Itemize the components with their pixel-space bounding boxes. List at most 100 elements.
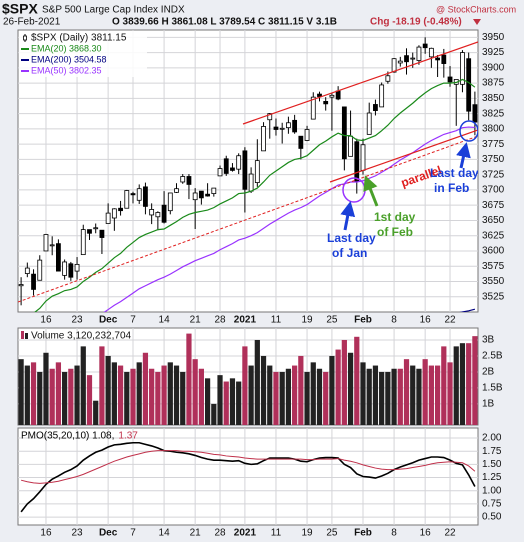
price-marks bbox=[18, 37, 478, 312]
date: 26-Feb-2021 bbox=[3, 17, 61, 28]
volume-bar bbox=[229, 378, 236, 425]
annotation: of Jan bbox=[332, 246, 367, 260]
volume-bar bbox=[472, 336, 478, 425]
volume-bar bbox=[466, 343, 472, 425]
candle-body bbox=[422, 43, 428, 49]
candle-body bbox=[155, 212, 161, 218]
volume-bar bbox=[416, 368, 422, 425]
volume-bar bbox=[323, 371, 329, 425]
volume-bar bbox=[453, 346, 459, 425]
candle-body bbox=[379, 84, 385, 108]
annotation: 1st day bbox=[374, 210, 416, 224]
volume-bar bbox=[124, 371, 130, 425]
volume-bar bbox=[86, 375, 93, 425]
volume-bar bbox=[304, 371, 310, 425]
x-tick-label: 16 bbox=[420, 315, 432, 326]
y-tick-label: 3525 bbox=[482, 291, 505, 302]
candle-body bbox=[24, 267, 30, 274]
candle-body bbox=[329, 94, 335, 98]
x-tick-label: 22 bbox=[444, 528, 456, 539]
candle-body bbox=[460, 52, 465, 85]
candle-body bbox=[298, 135, 304, 149]
x-tick-label: 19 bbox=[301, 315, 313, 326]
x-tick-label: 14 bbox=[159, 528, 171, 539]
y-tick-label: 2B bbox=[482, 367, 495, 378]
y-tick-label: 2.5B bbox=[482, 351, 503, 362]
candle-body bbox=[385, 75, 391, 82]
candle-body bbox=[223, 158, 229, 174]
y-tick-label: 2.00 bbox=[482, 433, 502, 444]
candle-body bbox=[292, 119, 298, 133]
pmo-line bbox=[20, 441, 476, 513]
candle-body bbox=[428, 47, 434, 58]
candle-body bbox=[261, 126, 266, 152]
legend-label: EMA(50) 3802.35 bbox=[31, 65, 102, 75]
x-tick-label: 22 bbox=[444, 315, 456, 326]
legend-swatch bbox=[25, 333, 28, 339]
volume-bar bbox=[341, 339, 347, 425]
volume-bar bbox=[316, 368, 323, 425]
y-tick-label: 3850 bbox=[482, 93, 505, 104]
candle-body bbox=[180, 176, 186, 183]
candle-body bbox=[410, 57, 416, 60]
candle-body bbox=[149, 209, 155, 216]
candle-body bbox=[310, 96, 316, 120]
volume-bar bbox=[93, 400, 99, 425]
candle-body bbox=[323, 101, 329, 105]
candle-body bbox=[62, 261, 68, 276]
y-tick-label: 3925 bbox=[482, 47, 505, 58]
legend-title: $SPX (Daily) 3811.15 bbox=[31, 33, 127, 44]
volume-bar bbox=[372, 365, 379, 425]
volume-bar bbox=[391, 368, 397, 425]
y-tick-label: 0.75 bbox=[482, 499, 502, 510]
volume-bar bbox=[80, 346, 86, 425]
x-tick-label: 11 bbox=[271, 528, 282, 539]
volume-bar bbox=[292, 365, 298, 425]
y-tick-label: 3825 bbox=[482, 108, 505, 119]
candle-body bbox=[43, 234, 49, 252]
down-marker bbox=[473, 19, 481, 25]
volume-bar bbox=[447, 362, 453, 425]
candle-body bbox=[286, 122, 291, 129]
candle-body bbox=[304, 129, 310, 141]
candle-body bbox=[161, 204, 167, 223]
candle-body bbox=[143, 186, 148, 207]
volume-bar bbox=[441, 346, 447, 425]
x-tick-label: 23 bbox=[71, 315, 83, 326]
candle-body bbox=[273, 126, 279, 130]
candle-body bbox=[404, 55, 409, 63]
volume-bar bbox=[117, 365, 124, 425]
y-tick-label: 3550 bbox=[482, 276, 505, 287]
volume-bar bbox=[428, 365, 434, 425]
volume-bar bbox=[335, 349, 341, 425]
candle-body bbox=[248, 173, 254, 192]
candle-body bbox=[68, 263, 74, 278]
volume-bar bbox=[242, 346, 248, 425]
candle-body bbox=[198, 190, 204, 199]
volume-bar bbox=[99, 346, 105, 425]
volume-bar bbox=[254, 339, 260, 425]
credit: @ StockCharts.com bbox=[436, 4, 516, 14]
volume-bar bbox=[149, 368, 155, 425]
y-tick-label: 1.00 bbox=[482, 485, 502, 496]
arrow bbox=[363, 175, 379, 207]
pmo-panel bbox=[17, 427, 479, 526]
volume-bar bbox=[236, 381, 242, 425]
ema-line bbox=[34, 78, 476, 312]
volume-bar bbox=[273, 371, 279, 425]
candle-body bbox=[37, 259, 43, 281]
x-tick-label: 16 bbox=[40, 315, 52, 326]
legend-label: EMA(200) 3504.58 bbox=[31, 54, 107, 64]
candle-body bbox=[366, 112, 372, 135]
candle-body bbox=[317, 93, 322, 97]
pmo-marks bbox=[20, 441, 476, 513]
candle-body bbox=[472, 104, 478, 123]
x-tick-label: 2021 bbox=[234, 528, 257, 539]
y-tick-label: 3725 bbox=[482, 169, 505, 180]
volume-bar bbox=[422, 359, 428, 425]
candle-body bbox=[80, 229, 86, 256]
volume-bar bbox=[329, 355, 335, 425]
candle-body bbox=[435, 57, 440, 61]
candle-body bbox=[130, 193, 136, 196]
volume-bar bbox=[248, 365, 254, 425]
